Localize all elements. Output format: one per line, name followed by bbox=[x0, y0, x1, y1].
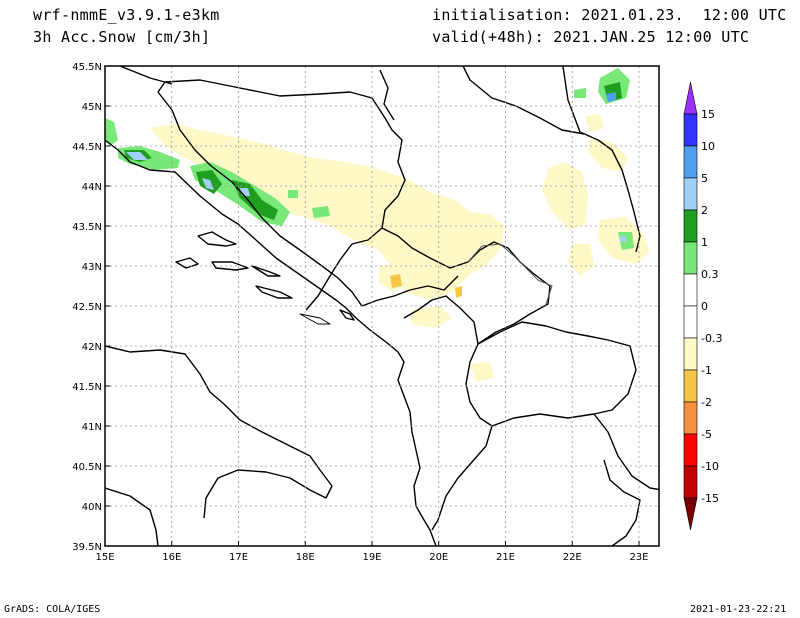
colorbar-label: 5 bbox=[701, 172, 708, 185]
colorbar-top-arrow bbox=[683, 81, 698, 115]
x-axis: 15E 16E 17E 18E 19E 20E 21E 22E 23E bbox=[95, 541, 648, 563]
init-time: initialisation: 2021.01.23. 12:00 UTC bbox=[432, 6, 787, 24]
colorbar-segment bbox=[683, 209, 698, 243]
y-tick-label: 39.5N bbox=[72, 542, 102, 553]
x-tick-label: 16E bbox=[162, 552, 181, 563]
colorbar-label: 15 bbox=[701, 108, 715, 121]
y-tick-label: 42.5N bbox=[72, 302, 102, 313]
colorbar-label: 2 bbox=[701, 204, 708, 217]
x-tick-label: 15E bbox=[95, 552, 114, 563]
snow-field-orange bbox=[390, 274, 462, 298]
colorbar: 15 10 5 2 1 0.3 0 -0.3 -1 -2 -5 -10 -15 bbox=[683, 81, 722, 531]
x-tick-label: 17E bbox=[229, 552, 248, 563]
y-tick-label: 43N bbox=[82, 262, 102, 273]
map-frame bbox=[104, 65, 660, 547]
colorbar-label: -10 bbox=[701, 460, 719, 473]
model-title: wrf-nmmE_v3.9.1-e3km bbox=[33, 6, 220, 24]
colorbar-label: -0.3 bbox=[701, 332, 722, 345]
y-tick-label: 41N bbox=[82, 422, 102, 433]
y-tick-label: 45.5N bbox=[72, 62, 102, 73]
colorbar-segment bbox=[683, 177, 698, 211]
colorbar-label: 10 bbox=[701, 140, 715, 153]
credit-text: GrADS: COLA/IGES bbox=[4, 604, 101, 615]
colorbar-segment bbox=[683, 241, 698, 275]
colorbar-segment bbox=[683, 433, 698, 467]
timestamp-text: 2021-01-23-22:21 bbox=[690, 604, 787, 615]
y-tick-label: 45N bbox=[82, 102, 102, 113]
y-tick-label: 41.5N bbox=[72, 382, 102, 393]
valid-time: valid(+48h): 2021.JAN.25 12:00 UTC bbox=[432, 28, 750, 46]
y-tick-label: 42N bbox=[82, 342, 102, 353]
colorbar-segment bbox=[683, 145, 698, 179]
colorbar-label: -5 bbox=[701, 428, 712, 441]
colorbar-label: -1 bbox=[701, 364, 712, 377]
x-tick-label: 21E bbox=[496, 552, 515, 563]
colorbar-label: 1 bbox=[701, 236, 708, 249]
x-tick-label: 18E bbox=[296, 552, 315, 563]
colorbar-segment bbox=[683, 337, 698, 371]
variable-title: 3h Acc.Snow [cm/3h] bbox=[33, 28, 211, 46]
colorbar-segment bbox=[683, 465, 698, 499]
y-axis: 45.5N 45N 44.5N 44N 43.5N 43N 42.5N 42N 41.5N 41N… bbox=[72, 62, 110, 553]
colorbar-label: 0.3 bbox=[701, 268, 719, 281]
x-tick-label: 19E bbox=[362, 552, 381, 563]
x-tick-label: 20E bbox=[429, 552, 448, 563]
colorbar-segment bbox=[683, 273, 698, 307]
y-tick-label: 44N bbox=[82, 182, 102, 193]
colorbar-segment bbox=[683, 113, 698, 147]
map-content bbox=[105, 66, 659, 546]
colorbar-label: 0 bbox=[701, 300, 708, 313]
colorbar-bottom-arrow bbox=[683, 497, 698, 531]
colorbar-segment bbox=[683, 401, 698, 435]
colorbar-segment bbox=[683, 369, 698, 403]
x-tick-label: 23E bbox=[629, 552, 648, 563]
x-tick-label: 22E bbox=[563, 552, 582, 563]
map-grid bbox=[105, 66, 659, 546]
y-tick-label: 40N bbox=[82, 502, 102, 513]
y-tick-label: 44.5N bbox=[72, 142, 102, 153]
colorbar-segment bbox=[683, 305, 698, 339]
colorbar-label: -15 bbox=[701, 492, 719, 505]
y-tick-label: 43.5N bbox=[72, 222, 102, 233]
colorbar-label: -2 bbox=[701, 396, 712, 409]
y-tick-label: 40.5N bbox=[72, 462, 102, 473]
